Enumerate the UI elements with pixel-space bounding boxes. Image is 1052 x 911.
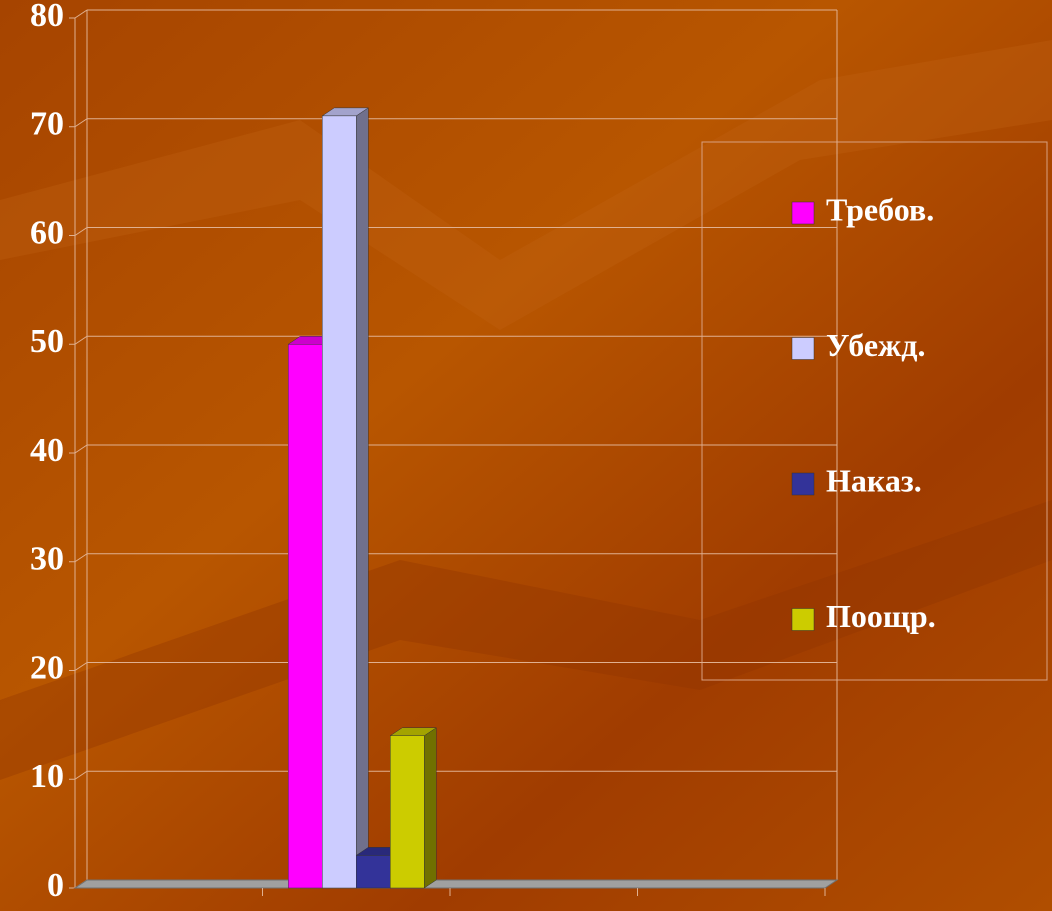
- bar: [356, 855, 390, 888]
- legend-swatch: [792, 202, 814, 224]
- y-tick-label: 30: [30, 541, 64, 578]
- floor: [75, 880, 837, 888]
- y-tick-label: 80: [30, 0, 64, 34]
- legend-label: Убежд.: [826, 327, 925, 363]
- bar-side: [424, 728, 436, 888]
- legend-swatch: [792, 338, 814, 360]
- y-tick-label: 70: [30, 106, 64, 143]
- legend-swatch: [792, 609, 814, 631]
- legend-swatch: [792, 473, 814, 495]
- y-tick-label: 60: [30, 214, 64, 251]
- y-tick-label: 0: [47, 867, 64, 904]
- y-tick-label: 20: [30, 649, 64, 686]
- y-tick-label: 50: [30, 323, 64, 360]
- y-tick-label: 10: [30, 758, 64, 795]
- legend-label: Требов.: [826, 191, 934, 227]
- bar-side: [356, 108, 368, 888]
- bar: [288, 344, 322, 888]
- bar: [390, 736, 424, 888]
- y-tick-label: 40: [30, 432, 64, 469]
- legend-label: Поощр.: [826, 598, 936, 634]
- chart: 0 10 20 30 40 50 60 70 80 Требов. Убежд. Наказ. Поощ…: [0, 0, 1052, 911]
- bar: [322, 116, 356, 888]
- legend-label: Наказ.: [826, 462, 922, 498]
